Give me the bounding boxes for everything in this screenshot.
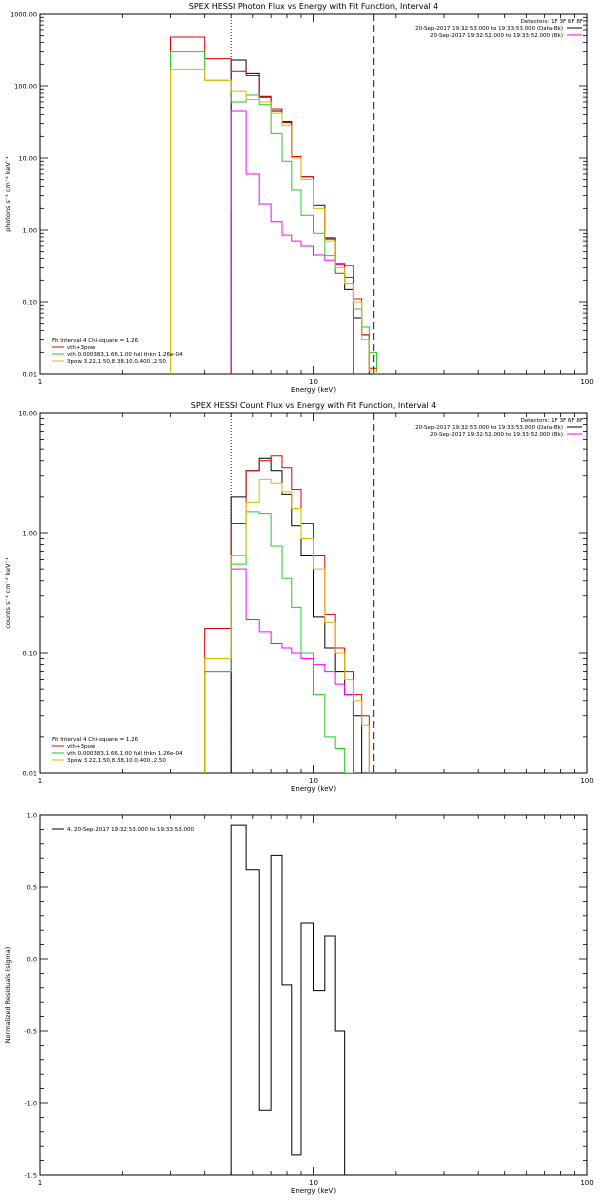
y-tick-label: 0.01 (23, 371, 37, 379)
series-5-step-line (205, 479, 370, 773)
series-1-step-line (231, 825, 361, 1175)
info-line-1: Detectors: 1F 3F 6F 8F (521, 418, 583, 424)
series-3-step-line (170, 37, 376, 374)
x-tick-label: 10 (309, 777, 318, 785)
chart-title: SPEX HESSI Photon Flux vs Energy with Fi… (189, 2, 439, 11)
x-tick-label: 1 (38, 378, 42, 386)
y-tick-label: 0.0 (27, 956, 37, 964)
x-tick-label: 100 (580, 777, 593, 785)
fit-header: Fit Interval 4 Chi-square = 1.26 (52, 737, 139, 743)
series-group (170, 37, 376, 374)
series-group (231, 825, 361, 1175)
x-axis-label: Energy (keV) (291, 1187, 336, 1195)
legend-label: vth 0.000383,1.66,1.00 full thkn 1.26e-0… (67, 352, 183, 358)
legend-label: vth+3pow (67, 744, 96, 750)
y-tick-label: 100.00 (14, 83, 37, 91)
fit-header: Fit Interval 4 Chi-square = 1.26 (52, 338, 139, 344)
chart-panel-1: SPEX HESSI Photon Flux vs Energy with Fi… (4, 2, 594, 394)
y-tick-label: 0.10 (23, 299, 37, 307)
x-tick-label: 10 (309, 1179, 318, 1187)
info-line-1: Detectors: 1F 3F 6F 8F (521, 19, 583, 25)
x-tick-label: 100 (580, 1179, 593, 1187)
x-tick-label: 1 (38, 777, 42, 785)
series-3-step-line (205, 456, 370, 773)
y-tick-label: 1000.00 (10, 11, 37, 19)
y-tick-label: -1.0 (24, 1100, 37, 1108)
y-tick-label: 1.00 (23, 530, 37, 538)
info-line-2: 20-Sep-2017 19:32:53.000 to 19:33:53.000… (415, 26, 563, 32)
legend-label: 3pow 3.22,1.50,8.38,10.0,400.,2.50 (67, 758, 166, 764)
legend-label: 4. 20-Sep-2017 19:32:53.000 to 19:33:53.… (67, 827, 194, 833)
x-tick-label: 10 (309, 378, 318, 386)
info-line-3: 20-Sep-2017 19:32:52.000 to 19:33:52.000… (430, 33, 563, 39)
info-line-3: 20-Sep-2017 19:32:52.000 to 19:33:52.000… (430, 432, 563, 438)
x-tick-label: 1 (38, 1179, 42, 1187)
series-1-step-line (231, 458, 361, 773)
y-tick-label: 0.01 (23, 770, 37, 778)
x-axis-label: Energy (keV) (291, 386, 336, 394)
chart-panel-3: 1 10 100 Energy (keV) -1.5 -1.0 -0.5 0.0 0.5 1.0 N… (4, 812, 594, 1196)
y-axis-label: Normalized Residuals (sigma) (4, 947, 12, 1044)
y-axis-label: counts s⁻¹ cm⁻² keV⁻¹ (4, 557, 12, 629)
y-tick-label: 10.00 (18, 410, 37, 418)
y-tick-label: 0.5 (27, 884, 37, 892)
legend-label: 3pow 3.22,1.50,8.38,10.0,400.,2.50 (67, 359, 166, 365)
y-axis-label: photons s⁻¹ cm⁻² keV⁻¹ (4, 156, 12, 232)
x-axis-label: Energy (keV) (291, 785, 336, 793)
legend-label: vth+3pow (67, 345, 96, 351)
axis-frame (40, 815, 587, 1175)
y-tick-label: 10.00 (18, 155, 37, 163)
y-tick-label: 1.00 (23, 227, 37, 235)
y-tick-label: -1.5 (24, 1172, 37, 1180)
x-tick-label: 100 (580, 378, 593, 386)
chart-panel-2: SPEX HESSI Count Flux vs Energy with Fit… (4, 401, 594, 793)
y-tick-label: 0.10 (23, 650, 37, 658)
info-line-2: 20-Sep-2017 19:32:53.000 to 19:33:53.000… (415, 425, 563, 431)
series-2-step-line (205, 569, 354, 773)
y-tick-label: -0.5 (24, 1028, 37, 1036)
series-4-step-line (170, 52, 376, 374)
series-4-step-line (205, 512, 354, 773)
chart-title: SPEX HESSI Count Flux vs Energy with Fit… (191, 401, 436, 410)
legend-label: vth 0.000383,1.66,1.00 full thkn 1.26e-0… (67, 751, 183, 757)
series-1-step-line (231, 60, 369, 374)
series-group (205, 456, 370, 773)
y-tick-label: 1.0 (27, 812, 37, 820)
